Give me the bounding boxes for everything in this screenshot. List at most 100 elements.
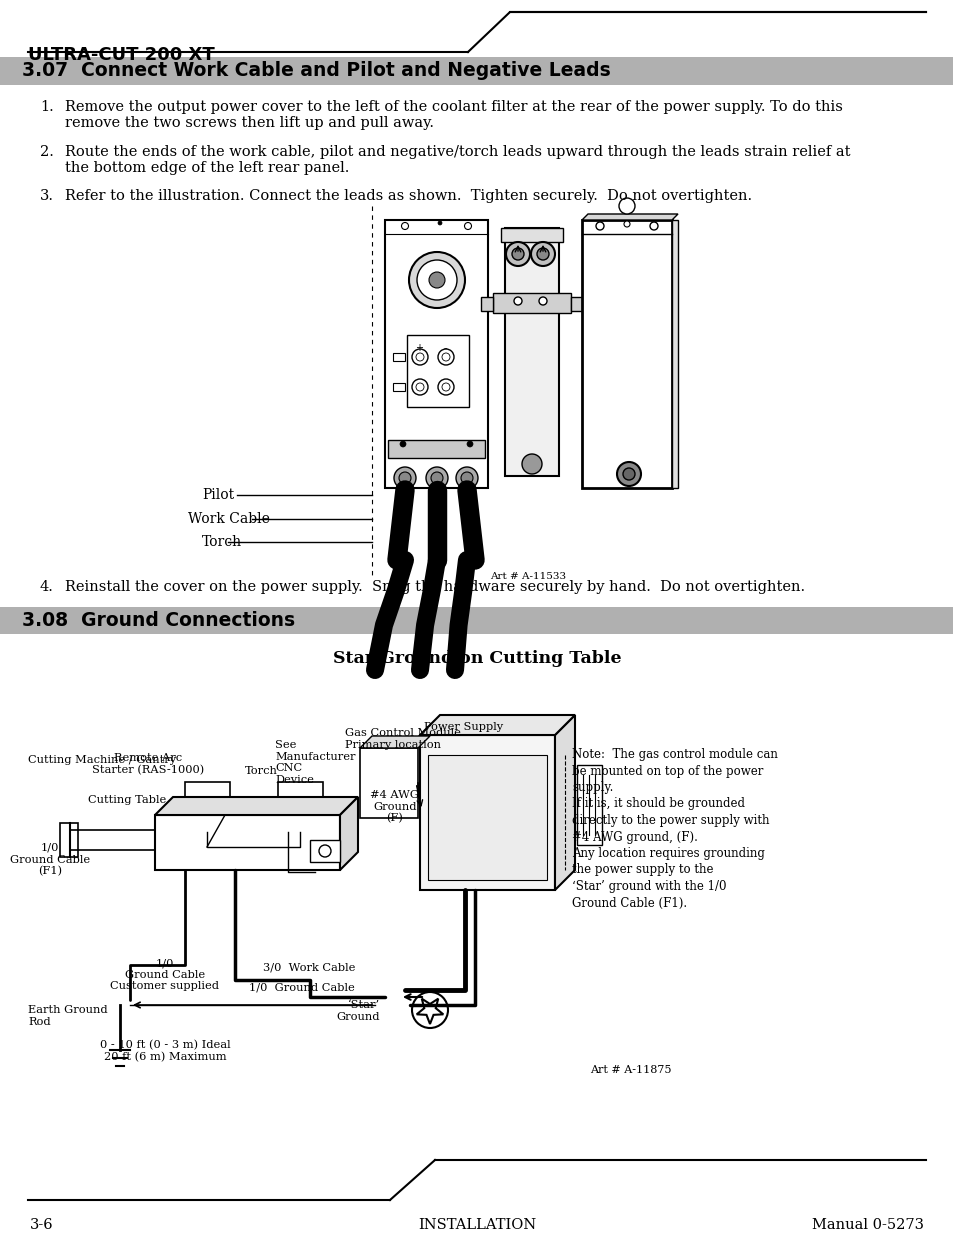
Text: +: + [415,343,422,353]
Bar [393,383,405,391]
Circle shape [318,845,331,857]
Bar [154,815,339,869]
Text: Remote Arc
Starter (RAS-1000): Remote Arc Starter (RAS-1000) [91,753,204,776]
Text: Reinstall the cover on the power supply.  Snug the hardware securely by hand.  D: Reinstall the cover on the power supply.… [65,580,804,594]
Text: 3-6: 3-6 [30,1218,53,1233]
Circle shape [399,441,406,447]
Polygon shape [419,715,575,735]
Text: INSTALLATION: INSTALLATION [417,1218,536,1233]
Text: Route the ends of the work cable, pilot and negative/torch leads upward through : Route the ends of the work cable, pilot … [65,144,850,159]
Circle shape [441,353,450,361]
Bar [571,296,582,311]
Text: 2.: 2. [40,144,53,159]
Circle shape [429,272,444,288]
Circle shape [531,242,555,266]
Text: Gas Control Module
Primary location: Gas Control Module Primary location [345,727,460,750]
Text: Work Cable: Work Cable [188,513,270,526]
Bar [388,440,484,458]
Circle shape [514,296,521,305]
Text: -: - [443,343,446,353]
Text: Torch: Torch [202,535,242,550]
Circle shape [426,467,448,489]
Bar [60,823,78,857]
Text: 3.: 3. [40,189,54,203]
Text: Remove the output power cover to the left of the coolant filter at the rear of t: Remove the output power cover to the lef… [65,100,842,114]
Text: Torch: Torch [245,766,277,776]
Bar [428,755,546,881]
Text: 0 - 10 ft (0 - 3 m) Ideal
20 ft (6 m) Maximum: 0 - 10 ft (0 - 3 m) Ideal 20 ft (6 m) Ma… [99,1040,230,1062]
Polygon shape [154,797,357,815]
Circle shape [537,248,548,261]
Bar [480,296,493,311]
Text: Cutting Machine / Gantry: Cutting Machine / Gantry [28,755,176,764]
Circle shape [622,468,635,480]
Text: Pilot: Pilot [202,488,233,501]
Bar [419,735,555,890]
Circle shape [437,350,454,366]
Bar [310,840,339,862]
Bar [359,748,417,818]
Circle shape [618,198,635,214]
Polygon shape [339,797,357,869]
Text: ULTRA-CUT 200 XT: ULTRA-CUT 200 XT [28,46,214,64]
Text: Art # A-11533: Art # A-11533 [490,572,565,580]
Bar [581,220,671,488]
Text: Art # A-11875: Art # A-11875 [589,1065,671,1074]
Circle shape [437,379,454,395]
Circle shape [412,350,428,366]
Bar [500,228,562,242]
Circle shape [623,221,629,227]
Bar [407,335,469,408]
Circle shape [431,472,442,484]
Bar [0,57,953,85]
Bar [385,220,488,488]
Text: #4 AWG
Ground
(F): #4 AWG Ground (F) [370,790,419,824]
Bar [577,764,601,845]
Circle shape [416,383,423,391]
Text: 1/0
Ground Cable
Customer supplied: 1/0 Ground Cable Customer supplied [111,958,219,992]
Text: 1.: 1. [40,100,53,114]
Circle shape [512,248,523,261]
Circle shape [617,462,640,487]
Circle shape [416,353,423,361]
Circle shape [416,261,456,300]
Text: ‘Star’
Ground: ‘Star’ Ground [336,1000,379,1021]
Circle shape [649,222,658,230]
Text: remove the two screws then lift up and pull away.: remove the two screws then lift up and p… [65,116,434,130]
Circle shape [409,252,464,308]
Text: 1/0  Ground Cable: 1/0 Ground Cable [249,982,355,992]
Text: the bottom edge of the left rear panel.: the bottom edge of the left rear panel. [65,161,349,175]
Text: 1/0
Ground Cable
(F1): 1/0 Ground Cable (F1) [10,844,90,877]
Circle shape [538,296,546,305]
Circle shape [394,467,416,489]
Circle shape [441,383,450,391]
Bar [0,606,953,634]
Circle shape [505,242,530,266]
Circle shape [596,222,603,230]
Text: 3.08  Ground Connections: 3.08 Ground Connections [22,611,294,630]
Text: Power Supply: Power Supply [423,722,502,732]
Circle shape [460,472,473,484]
Text: Cutting Table: Cutting Table [88,795,166,805]
Text: Star Ground on Cutting Table: Star Ground on Cutting Table [333,650,620,667]
Text: See
Manufacturer
CNC
Device: See Manufacturer CNC Device [274,740,355,784]
Circle shape [398,472,411,484]
Text: 3/0  Work Cable: 3/0 Work Cable [262,963,355,973]
Bar [671,220,678,488]
Text: Refer to the illustration. Connect the leads as shown.  Tighten securely.  Do no: Refer to the illustration. Connect the l… [65,189,751,203]
Text: Manual 0-5273: Manual 0-5273 [811,1218,923,1233]
Bar [393,353,405,361]
Circle shape [401,222,408,230]
Text: 4.: 4. [40,580,53,594]
Bar [504,228,558,475]
Bar [277,782,323,832]
Bar [185,782,230,832]
Circle shape [467,441,473,447]
Polygon shape [555,715,575,890]
Text: 3.07  Connect Work Cable and Pilot and Negative Leads: 3.07 Connect Work Cable and Pilot and Ne… [22,61,610,80]
Circle shape [456,467,477,489]
Circle shape [464,222,471,230]
Text: Earth Ground
Rod: Earth Ground Rod [28,1005,108,1026]
Circle shape [412,379,428,395]
Circle shape [521,454,541,474]
